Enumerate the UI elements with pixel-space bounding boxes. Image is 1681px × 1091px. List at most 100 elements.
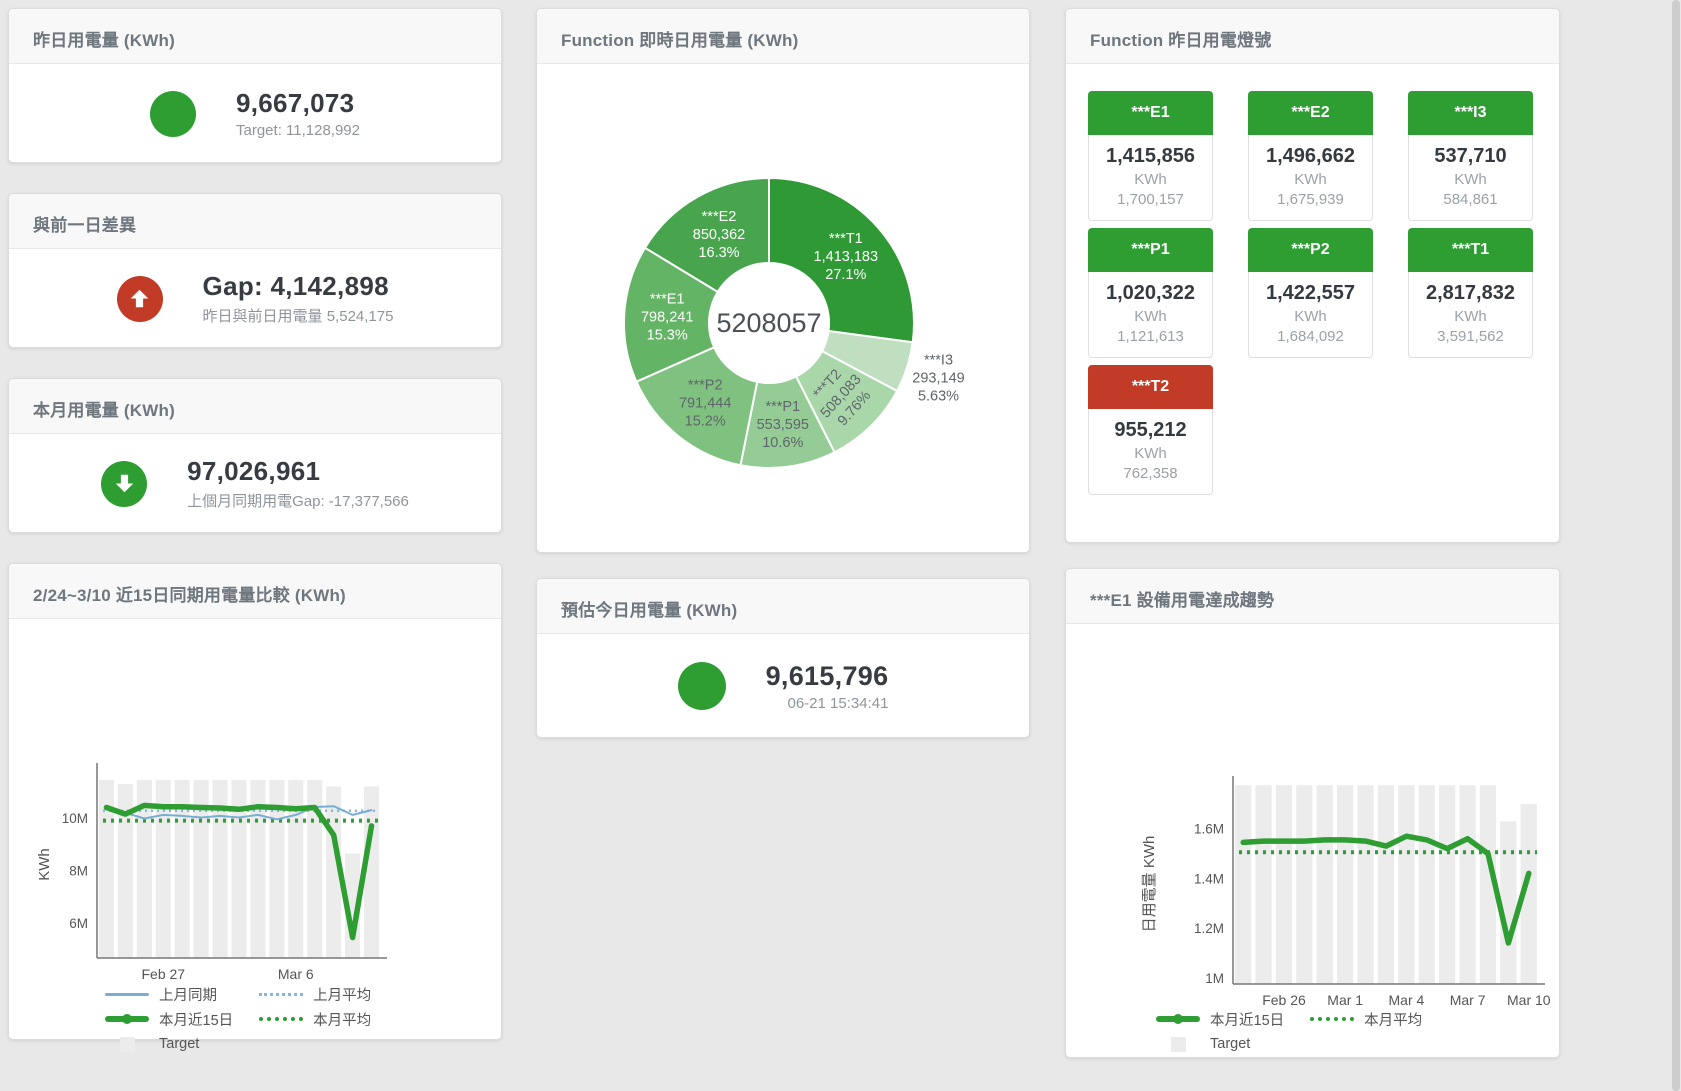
legend-item-1[interactable]: 本月近15日 (1156, 1009, 1284, 1029)
lamp-tile-target: 3,591,562 (1437, 328, 1504, 345)
lamp-tile-unit: KWh (1134, 445, 1167, 462)
lamp-tile-unit: KWh (1134, 171, 1167, 188)
compare-chart-body: 6M 8M 10M Feb 27 Mar 6 KWh 上月同期 上月平均 本月近15日 本月平均… (9, 619, 501, 1052)
lamp-tile-7: ***T2 955,212 KWh 762,358 (1088, 365, 1213, 495)
target-bar (1235, 785, 1252, 984)
target-bar (307, 779, 323, 958)
x-tick-label: Mar 6 (278, 966, 314, 979)
legend-label: Target (1210, 1036, 1251, 1052)
legend-label: 本月近15日 (1210, 1012, 1285, 1029)
legend-label: 本月平均 (313, 1012, 372, 1029)
lamp-tile-body: 955,212 KWh 762,358 (1088, 409, 1213, 495)
x-tick-label: Mar 1 (1327, 992, 1363, 1008)
series-line (105, 805, 373, 821)
donut-slice-T1[interactable] (768, 176, 915, 344)
yesterday-kpi-text: 9,667,073 Target: 11,128,992 (236, 88, 360, 139)
target-bar (212, 779, 228, 958)
lamp-tile-body: 1,422,557 KWh 1,684,092 (1248, 272, 1373, 358)
lamp-tile-target: 584,861 (1443, 191, 1498, 208)
y-tick-label: 8M (69, 864, 88, 879)
y-tick-label: 1.2M (1194, 921, 1224, 936)
lamp-tile-unit: KWh (1294, 308, 1327, 325)
target-bar (269, 779, 285, 958)
lamp-tile-target: 762,358 (1123, 465, 1178, 482)
blue-dotted-marker-icon (259, 992, 304, 996)
legend-item-1[interactable]: 上月同期 (105, 984, 233, 1004)
target-bar (136, 779, 152, 958)
target-bar (1459, 785, 1476, 984)
lamp-tile-body: 1,496,662 KWh 1,675,939 (1248, 135, 1373, 221)
card-day-gap-title: 與前一日差異 (9, 194, 501, 249)
target-bar (1479, 785, 1497, 984)
lamp-tile-value: 2,817,832 (1426, 282, 1515, 304)
target-bar (117, 783, 133, 958)
lamp-tile-unit: KWh (1134, 308, 1167, 325)
donut-slice-E2[interactable] (643, 176, 770, 294)
donut-slice-E1[interactable] (622, 246, 720, 384)
trend-line-chart: 1M 1.2M 1.4M 1.6M Feb 26 Mar 1 Mar 4 Mar 7 Mar 1… (1141, 776, 1551, 1008)
blue-line-marker-icon (105, 992, 149, 996)
target-bar (1520, 803, 1537, 984)
lamp-tile-2: ***E2 1,496,662 KWh 1,675,939 (1248, 91, 1373, 221)
lamp-tile-label: ***E2 (1248, 91, 1373, 135)
lamp-tile-target: 1,700,157 (1117, 191, 1184, 208)
card-lamp-title: Function 昨日用電燈號 (1066, 9, 1559, 64)
target-bar (174, 779, 190, 958)
legend-item-5[interactable]: Target (105, 1034, 233, 1054)
month-kpi-text: 97,026,961 上個月同期用電Gap: -17,377,566 (187, 456, 409, 511)
lamp-grid: ***E1 1,415,856 KWh 1,700,157 ***E2 1,496,662… (1066, 64, 1559, 495)
x-tick-label: Mar 4 (1389, 992, 1425, 1008)
vertical-scrollbar[interactable] (1672, 0, 1680, 1091)
card-trend-chart: ***E1 設備用電達成趨勢 1M 1.2M 1.4M 1.6M Feb 26 Mar 1… (1065, 568, 1560, 1058)
target-bar (1418, 785, 1435, 984)
lamp-tile-label: ***P2 (1248, 228, 1373, 272)
lamp-tile-value: 1,415,856 (1106, 145, 1195, 167)
lamp-tile-label: ***P1 (1088, 228, 1213, 272)
lamp-tile-body: 537,710 KWh 584,861 (1408, 135, 1533, 221)
y-tick-label: 1.6M (1194, 822, 1224, 837)
legend-item-2[interactable]: 上月平均 (259, 984, 371, 1004)
donut-slice-label: ***E1 798,241 15.3% (641, 291, 693, 343)
trend-chart-body: 1M 1.2M 1.4M 1.6M Feb 26 Mar 1 Mar 4 Mar 7 Mar 1… (1066, 624, 1559, 1057)
card-compare-chart: 2/24~3/10 近15日同期用電量比較 (KWh) 6M 8M 10M Feb 2… (8, 563, 502, 1052)
card-lamp-board: Function 昨日用電燈號 ***E1 1,415,856 KWh 1,700,1… (1065, 8, 1560, 543)
target-bar (1275, 785, 1293, 984)
target-bar (231, 779, 247, 958)
donut-center-total: 5208057 (716, 308, 821, 338)
legend-item-2[interactable]: 本月平均 (1310, 1009, 1422, 1029)
estimate-kpi-text: 9,615,796 06-21 15:34:41 (766, 661, 889, 712)
donut-slice-label: ***T1 1,413,183 27.1% (814, 231, 879, 283)
card-month-title: 本月用電量 (KWh) (9, 379, 501, 434)
green-thick-marker-icon (1156, 1014, 1200, 1024)
green-dotted-marker-icon (1310, 1017, 1355, 1021)
series-line (1240, 833, 1532, 946)
lamp-tile-label: ***I3 (1408, 91, 1533, 135)
legend-label: 本月平均 (1364, 1012, 1423, 1029)
day-gap-kpi: Gap: 4,142,898 昨日與前日用電量 5,524,175 (9, 249, 501, 348)
realtime-chart-body: ***T1 1,413,183 27.1% ***I3 293,149 5.63% ***T… (537, 64, 1029, 552)
card-yesterday-usage: 昨日用電量 (KWh) 9,667,073 Target: 11,128,992 (8, 8, 502, 163)
legend-item-4[interactable]: 本月平均 (259, 1009, 371, 1029)
lamp-tile-value: 537,710 (1434, 145, 1507, 167)
lamp-tile-body: 2,817,832 KWh 3,591,562 (1408, 272, 1533, 358)
donut-slice-label: ***E2 850,362 16.3% (693, 209, 745, 261)
compare-legend: 上月同期 上月平均本月近15日 本月平均 Target (105, 984, 371, 1054)
target-bar (1296, 785, 1313, 984)
day-gap-kpi-text: Gap: 4,142,898 昨日與前日用電量 5,524,175 (203, 271, 394, 326)
target-bar (288, 779, 304, 958)
lamp-tile-6: ***T1 2,817,832 KWh 3,591,562 (1408, 228, 1533, 358)
arrow-up-circle-icon (116, 275, 163, 322)
legend-item-3[interactable]: 本月近15日 (105, 1009, 233, 1029)
target-bar (193, 779, 209, 958)
donut-slice-P2[interactable] (635, 345, 759, 467)
card-compare-title: 2/24~3/10 近15日同期用電量比較 (KWh) (9, 564, 501, 619)
legend-label: 上月平均 (313, 987, 372, 1004)
target-bar (1500, 821, 1517, 984)
card-realtime-donut: Function 即時日用電量 (KWh) ***T1 1,413,183 27.1… (536, 8, 1030, 553)
y-tick-label: 1M (1205, 971, 1224, 986)
arrow-down-icon (115, 474, 133, 493)
series-line (103, 802, 375, 941)
legend-item-3[interactable]: Target (1156, 1034, 1284, 1054)
y-tick-label: 10M (62, 811, 88, 826)
